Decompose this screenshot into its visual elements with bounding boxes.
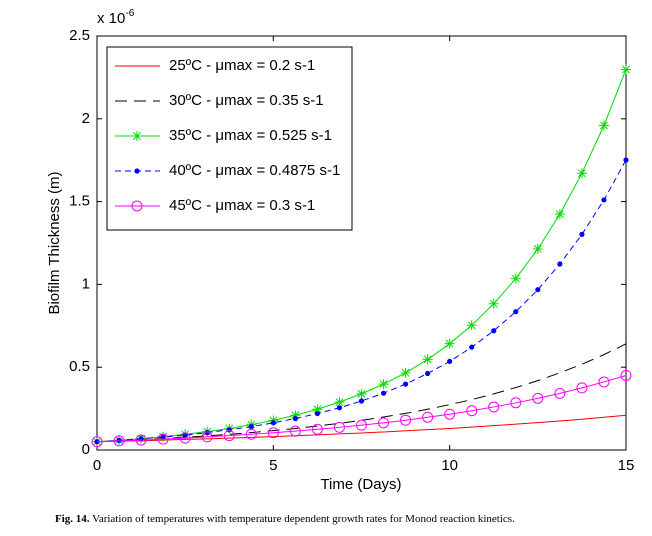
circle-marker [554,387,566,399]
circle-marker [576,382,588,394]
circle-marker [135,434,147,446]
dot-marker [358,398,365,404]
y-tick-label: 2.5 [69,27,90,44]
dot-marker [535,287,541,293]
y-axis-label: Biofilm Thickness (m) [46,171,63,314]
dot-marker [402,381,409,387]
circle-marker [620,369,632,381]
caption-text: Variation of temperatures with temperatu… [92,513,515,525]
circle-marker [179,432,191,444]
dot-marker [513,309,519,315]
dot-marker [292,415,298,422]
caption-label: Fig. 14. [55,513,90,525]
circle-marker [510,397,522,409]
star-marker [422,354,433,365]
star-marker [554,209,565,220]
dot-marker [270,420,276,426]
legend-label: 45ºC - μmax = 0.3 s-1 [169,197,315,214]
dot-marker [447,358,453,365]
x-tick-label: 15 [618,457,635,474]
circle-marker [488,401,500,413]
circle-marker [157,433,169,445]
legend-label: 40ºC - μmax = 0.4875 s-1 [169,162,340,179]
circle-marker [333,421,345,433]
series-line [96,343,627,443]
circle-marker [245,428,257,440]
dot-marker [579,231,585,237]
star-marker [598,120,609,131]
legend-label: 25ºC - μmax = 0.2 s-1 [169,57,315,74]
plot-frame [96,35,627,451]
dot-marker [314,410,321,417]
y-tick-label: 0 [82,441,90,458]
star-marker [576,168,587,179]
circle-marker [378,417,390,429]
y-scale: x 10-6 [97,8,135,27]
x-tick-label: 0 [93,457,101,474]
dot-marker [134,168,140,174]
dot-marker [248,424,254,430]
dot-marker [469,344,475,350]
y-tick-label: 2 [82,110,90,127]
legend-box [106,46,353,231]
x-tick-label: 5 [269,457,277,474]
dot-marker [425,370,431,377]
circle-marker [422,411,434,423]
dot-marker [160,434,166,440]
dot-marker [557,261,563,267]
dot-marker [491,328,497,334]
star-marker [378,379,389,390]
star-marker [466,320,477,331]
dot-marker [601,197,607,203]
dot-marker [336,405,343,411]
legend-label: 35ºC - μmax = 0.525 s-1 [169,127,332,144]
y-tick-label: 1.5 [69,193,90,210]
circle-marker [201,431,213,443]
star-marker [334,397,345,408]
circle-marker [356,419,367,431]
dot-marker [204,430,210,436]
star-marker [400,367,411,378]
dot-marker [138,436,144,442]
dot-marker [226,427,232,433]
legend: 25ºC - μmax = 0.2 s-1 30ºC - μmax = 0.35 … [106,46,353,231]
circle-marker [267,427,279,439]
y-tick-label: 0.5 [69,358,90,375]
dot-marker [182,432,188,438]
star-marker [132,131,142,141]
series-line [96,414,627,443]
series-line [96,375,627,443]
circle-marker [113,435,125,447]
circle-marker [400,414,412,426]
caption: Fig. 14. Variation of temperatures with … [55,513,515,525]
circle-marker [91,436,103,448]
star-marker [532,243,543,254]
star-marker [356,388,367,399]
circle-marker [131,200,143,212]
circle-marker [289,425,301,437]
star-marker [488,298,499,309]
circle-marker [598,376,610,388]
dot-marker [623,157,629,163]
legend-label: 30ºC - μmax = 0.35 s-1 [169,92,324,109]
star-marker [621,64,631,75]
circle-marker [223,430,235,442]
star-marker [444,338,455,349]
circle-marker [444,408,456,420]
star-marker [290,410,301,421]
circle-marker [311,423,323,435]
circle-marker [532,392,544,404]
x-tick-label: 10 [441,457,458,474]
x-axis-label: Time (Days) [320,476,401,493]
circle-marker [466,405,478,417]
star-marker [312,404,323,415]
y-scale-base: x 10 [97,10,125,27]
dot-marker [380,390,387,396]
star-marker [510,273,521,284]
y-tick-label: 1 [82,275,90,292]
y-scale-exponent: -6 [125,8,134,19]
